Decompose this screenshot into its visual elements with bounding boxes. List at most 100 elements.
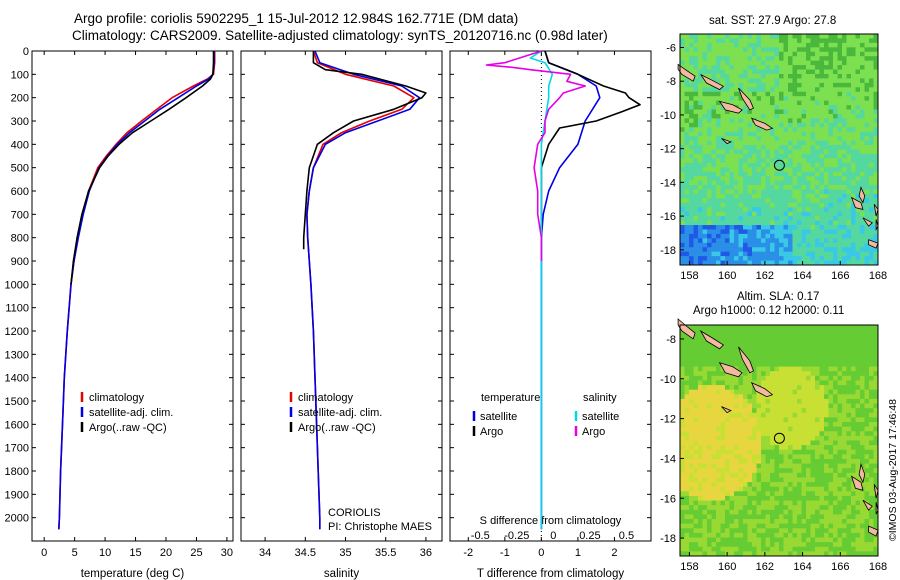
map-cell	[774, 468, 780, 474]
map-cell	[684, 60, 690, 66]
map-cell	[725, 523, 730, 529]
map-cell	[837, 185, 843, 190]
map-cell	[801, 78, 807, 84]
map-cell	[729, 176, 735, 181]
map-cell	[851, 189, 856, 195]
map-cell	[774, 417, 780, 423]
map-cell	[842, 482, 847, 488]
map-cell	[792, 472, 798, 478]
map-cell	[828, 82, 834, 88]
map-cell	[689, 426, 694, 432]
map-cell	[693, 149, 699, 155]
map-cell	[783, 229, 789, 235]
map-cell	[689, 233, 694, 239]
map-cell	[873, 189, 879, 195]
map-cell	[810, 131, 816, 137]
map-cell	[797, 65, 802, 70]
map-cell	[720, 105, 726, 110]
map-cell	[846, 431, 852, 437]
map-cell	[837, 334, 843, 340]
map-cell	[761, 361, 766, 367]
map-cell	[806, 65, 811, 70]
map-cell	[797, 78, 802, 84]
map-cell	[707, 38, 712, 44]
map-cell	[752, 96, 757, 102]
map-cell	[729, 440, 735, 446]
map-cell	[824, 454, 829, 460]
map-cell	[702, 216, 708, 221]
map-cell	[680, 537, 685, 543]
map-cell	[842, 398, 847, 404]
map-cell	[842, 357, 847, 363]
map-cell	[788, 238, 793, 244]
map-cell	[828, 361, 834, 367]
map-cell	[815, 113, 820, 119]
map-cell	[765, 56, 771, 62]
map-cell	[693, 426, 699, 432]
map-cell	[752, 477, 757, 483]
map-cell	[707, 500, 712, 506]
map-cell	[707, 260, 712, 266]
map-cell	[792, 398, 798, 404]
map-cell	[855, 242, 861, 248]
map-cell	[864, 463, 870, 469]
map-cell	[824, 505, 829, 511]
map-cell	[702, 171, 708, 177]
map-cell	[729, 486, 735, 492]
map-cell	[738, 343, 744, 349]
map-cell	[869, 47, 874, 53]
map-cell	[693, 371, 699, 377]
map-cell	[738, 216, 744, 221]
map-cell	[684, 458, 690, 464]
map-cell	[711, 242, 717, 248]
map-cell	[743, 394, 748, 400]
map-cell	[864, 47, 870, 53]
map-cell	[788, 158, 793, 164]
map-cell	[806, 211, 811, 217]
map-cell	[851, 42, 856, 48]
map-cell	[783, 122, 789, 128]
map-cell	[860, 403, 865, 409]
map-cell	[833, 435, 838, 441]
map-cell	[774, 91, 780, 97]
map-cell	[792, 193, 798, 199]
map-cell	[864, 180, 870, 186]
map-cell	[806, 207, 811, 213]
map-cell	[702, 352, 708, 358]
map-cell	[774, 82, 780, 88]
map-cell	[815, 380, 820, 386]
map-cell	[770, 131, 775, 137]
map-cell	[797, 176, 802, 181]
island	[750, 117, 774, 131]
map-cell	[797, 348, 802, 354]
map-cell	[864, 149, 870, 155]
map-cell	[869, 352, 874, 358]
map-cell	[824, 491, 829, 497]
map-cell	[693, 472, 699, 478]
map-cell	[846, 176, 852, 181]
map-cell	[770, 357, 775, 363]
map-cell	[815, 366, 820, 372]
map-cell	[788, 477, 793, 483]
map-cell	[873, 113, 879, 119]
map-cell	[869, 375, 874, 381]
y-tick-label: 1700	[5, 443, 29, 455]
map-cell	[716, 482, 721, 488]
map-cell	[698, 131, 703, 137]
map-cell	[765, 242, 771, 248]
map-cell	[774, 162, 780, 168]
map-cell	[752, 127, 757, 133]
map-cell	[761, 247, 766, 253]
map-cell	[801, 514, 807, 520]
map-cell	[819, 468, 825, 474]
map-cell	[828, 140, 834, 146]
map-cell	[702, 412, 708, 418]
map-cell	[774, 523, 780, 529]
map-cell	[743, 225, 748, 230]
map-cell	[693, 422, 699, 428]
map-cell	[702, 519, 708, 525]
map-cell	[846, 189, 852, 195]
map-cell	[725, 398, 730, 404]
map-cell	[842, 56, 847, 62]
map-cell	[711, 482, 717, 488]
